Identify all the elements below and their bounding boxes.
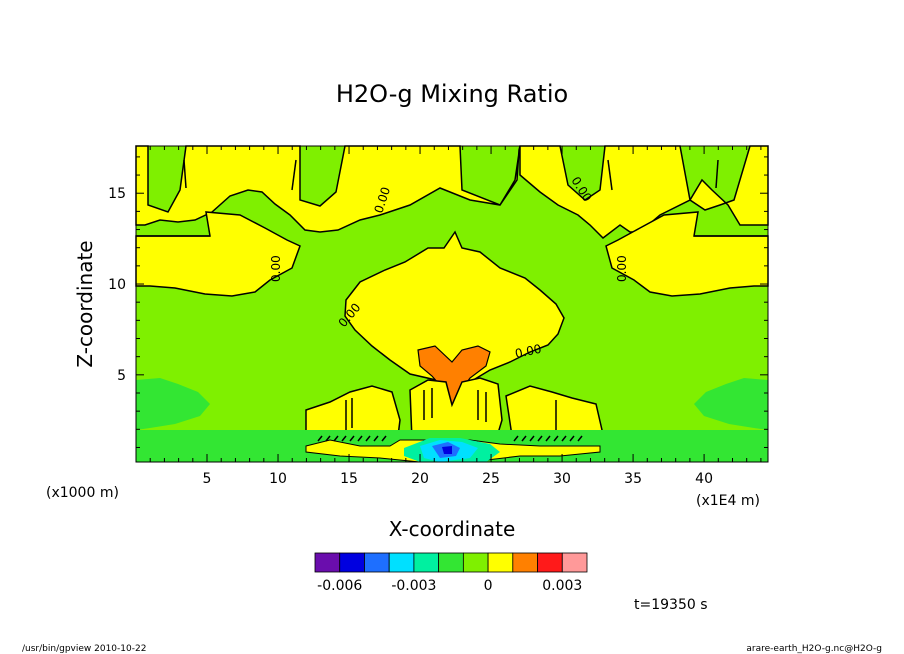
colorbar-swatch <box>537 552 563 573</box>
y-tick-label: 5 <box>117 368 126 384</box>
colorbar-swatch <box>512 552 538 573</box>
colorbar-tick-label: -0.006 <box>317 578 362 594</box>
x-tick-label: 15 <box>340 471 358 487</box>
contour-region-upper <box>135 145 769 239</box>
footer-left: /usr/bin/gpview 2010-10-22 <box>22 644 146 654</box>
y-tick-label: 15 <box>108 186 126 202</box>
time-label: t=19350 s <box>634 597 708 613</box>
colorbar-swatch <box>314 552 341 573</box>
y-axis-label: Z-coordinate <box>73 240 97 367</box>
x-tick-label: 35 <box>624 471 642 487</box>
colorbar-swatch <box>388 552 415 573</box>
colorbar-swatch <box>561 552 588 573</box>
x-unit-right: (x1E4 m) <box>696 493 760 509</box>
x-tick-label: 10 <box>269 471 287 487</box>
colorbar: -0.006 -0.003 0 0.003 <box>314 552 588 594</box>
x-tick-label: 5 <box>203 471 212 487</box>
contour-label: 0.00 <box>514 342 543 361</box>
contour-region-core-deep <box>442 446 452 454</box>
contour-region-right-lobe <box>605 211 769 297</box>
x-tick-label: 25 <box>482 471 500 487</box>
chart-title: H2O-g Mixing Ratio <box>336 80 568 108</box>
contour-label: 0.00 <box>269 255 283 282</box>
contour-region-green-left <box>136 378 210 430</box>
contour-detail-grass <box>317 435 583 442</box>
y-tick-label: 10 <box>108 277 126 293</box>
x-axis: 5 10 15 20 25 30 35 40 <box>149 146 762 487</box>
contour-region-left-lobe <box>135 211 301 297</box>
colorbar-swatch <box>339 552 365 573</box>
x-tick-label: 20 <box>411 471 429 487</box>
contour-region-green-right <box>694 378 768 430</box>
contour-label: 0.00 <box>615 255 629 282</box>
colorbar-swatch <box>462 552 489 573</box>
colorbar-swatch <box>364 552 390 573</box>
plot-area: 0.00 0.00 0.00 0.00 0.00 0.00 <box>135 145 769 463</box>
colorbar-tick-label: 0 <box>484 578 493 594</box>
colorbar-tick-label: -0.003 <box>391 578 436 594</box>
contour-detail-lines <box>136 159 768 430</box>
footer-right: arare-earth_H2O-g.nc@H2O-g <box>746 644 882 654</box>
contour-region-plume <box>417 345 491 407</box>
x-unit-left: (x1000 m) <box>46 485 119 501</box>
x-tick-label: 30 <box>553 471 571 487</box>
colorbar-swatch <box>438 552 464 573</box>
contour-region-anvil <box>344 230 565 393</box>
x-tick-label: 40 <box>695 471 713 487</box>
x-axis-label: X-coordinate <box>389 517 516 541</box>
colorbar-tick-label: 0.003 <box>542 578 582 594</box>
colorbar-swatch <box>413 552 440 573</box>
colorbar-swatch <box>487 552 514 573</box>
plot-frame <box>135 145 769 463</box>
y-axis: 5 10 15 <box>108 156 768 448</box>
